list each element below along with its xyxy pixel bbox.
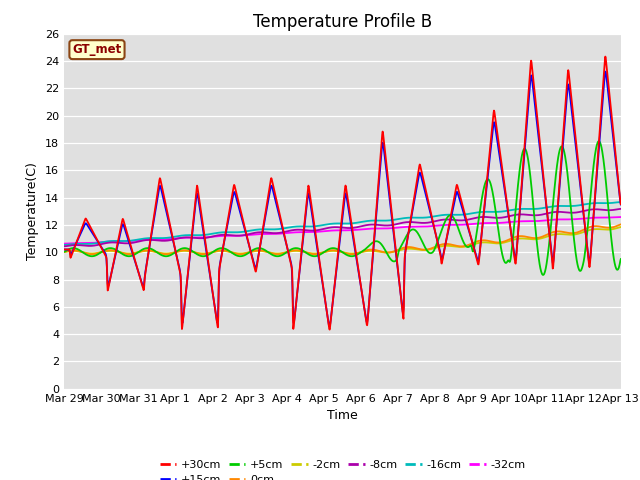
X-axis label: Time: Time [327, 409, 358, 422]
Title: Temperature Profile B: Temperature Profile B [253, 12, 432, 31]
Legend: +30cm, +15cm, +5cm, 0cm, -2cm, -8cm, -16cm, -32cm: +30cm, +15cm, +5cm, 0cm, -2cm, -8cm, -16… [155, 456, 530, 480]
Y-axis label: Temperature(C): Temperature(C) [26, 162, 39, 260]
Text: GT_met: GT_met [72, 43, 122, 56]
